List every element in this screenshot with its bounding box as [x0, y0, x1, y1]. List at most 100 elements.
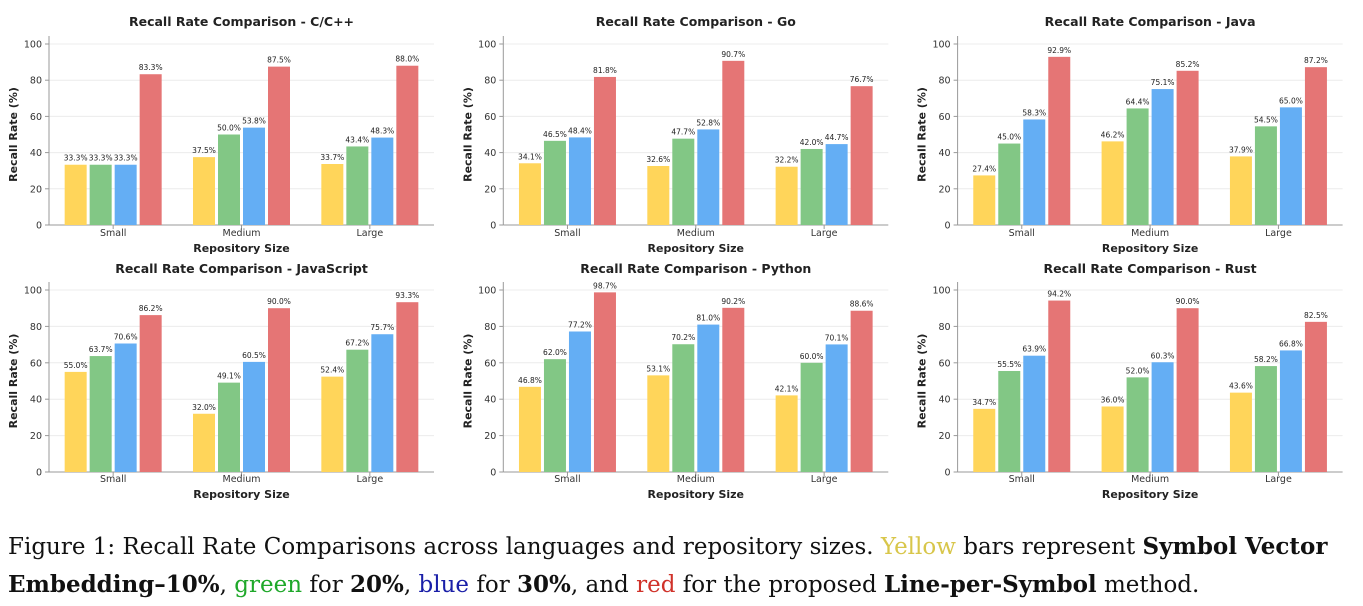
- y-tick-label: 40: [30, 395, 42, 406]
- data-label: 33.3%: [89, 154, 113, 163]
- x-axis-label: Repository Size: [1102, 488, 1198, 501]
- data-label: 90.0%: [1176, 297, 1200, 306]
- bar-green: [89, 356, 112, 472]
- bar-red: [139, 315, 162, 472]
- data-label: 48.3%: [370, 127, 394, 136]
- chart-panel: Recall Rate Comparison - Python 0 20 40 60 80…: [461, 261, 889, 501]
- data-label: 46.8%: [518, 376, 542, 385]
- bar-yellow: [973, 408, 996, 472]
- bar-blue: [243, 127, 265, 225]
- data-label: 90.2%: [721, 297, 745, 306]
- x-tick-label: Medium: [1131, 474, 1169, 485]
- chart-title: Recall Rate Comparison - C/C++: [129, 14, 354, 29]
- figure-caption: Figure 1: Recall Rate Comparisons across…: [8, 528, 1358, 604]
- x-tick-label: Medium: [1131, 228, 1169, 239]
- data-label: 33.7%: [320, 153, 344, 162]
- data-label: 46.5%: [543, 130, 567, 139]
- bar-red: [850, 86, 873, 225]
- y-tick-label: 40: [939, 148, 951, 159]
- bar-green: [1126, 108, 1149, 225]
- data-label: 52.4%: [320, 366, 344, 375]
- bar-red: [396, 302, 419, 472]
- x-axis-label: Repository Size: [193, 242, 289, 255]
- bar-blue: [371, 137, 394, 225]
- y-tick-label: 0: [945, 468, 951, 479]
- x-axis-label: Repository Size: [648, 242, 744, 255]
- bar-red: [722, 60, 745, 225]
- data-label: 88.0%: [395, 55, 419, 64]
- data-label: 53.1%: [646, 364, 670, 373]
- data-label: 67.2%: [345, 339, 369, 348]
- bar-red: [1304, 67, 1327, 225]
- bar-blue: [568, 331, 591, 472]
- caption-yellow-word: Yellow: [880, 534, 956, 560]
- bar-red: [268, 66, 290, 225]
- data-label: 37.9%: [1229, 145, 1253, 154]
- x-tick-label: Small: [100, 474, 126, 485]
- bar-yellow: [973, 175, 996, 225]
- chart-title: Recall Rate Comparison - Java: [1045, 14, 1256, 29]
- data-label: 90.0%: [267, 297, 291, 306]
- bar-blue: [697, 324, 720, 472]
- bar-blue: [568, 137, 591, 225]
- caption-text-5: for: [469, 572, 518, 598]
- bar-red: [1176, 70, 1199, 226]
- bar-yellow: [647, 375, 670, 472]
- bar-green: [672, 344, 695, 472]
- data-label: 90.7%: [721, 50, 745, 59]
- data-label: 58.3%: [1022, 108, 1046, 117]
- data-label: 60.0%: [800, 352, 824, 361]
- bar-yellow: [518, 163, 541, 225]
- bar-green: [800, 362, 823, 472]
- x-axis-label: Repository Size: [193, 488, 289, 501]
- caption-method-20: 20%: [350, 571, 404, 598]
- bar-yellow: [1101, 141, 1124, 225]
- y-axis-label: Recall Rate (%): [461, 87, 474, 182]
- data-label: 82.5%: [1304, 311, 1328, 320]
- bar-green: [998, 370, 1021, 472]
- y-tick-label: 0: [490, 221, 496, 232]
- chart-panel: Recall Rate Comparison - JavaScript 0 20 40…: [7, 261, 434, 501]
- bar-blue: [825, 344, 848, 472]
- y-tick-label: 40: [484, 148, 496, 159]
- data-label: 93.3%: [395, 291, 419, 300]
- y-tick-label: 60: [30, 112, 42, 123]
- data-label: 44.7%: [825, 133, 849, 142]
- bar-blue: [697, 129, 720, 225]
- y-tick-label: 80: [30, 322, 42, 333]
- data-label: 63.7%: [89, 345, 113, 354]
- data-label: 43.6%: [1229, 382, 1253, 391]
- bar-blue: [243, 361, 265, 472]
- y-axis-label: Recall Rate (%): [916, 334, 929, 429]
- bar-yellow: [518, 386, 541, 472]
- y-tick-label: 100: [932, 40, 950, 51]
- bar-yellow: [647, 165, 670, 225]
- y-tick-label: 60: [939, 112, 951, 123]
- chart-panel: Recall Rate Comparison - Go 0 20 40 60 80 100 R…: [461, 14, 889, 255]
- caption-blue-word: blue: [418, 572, 470, 598]
- y-tick-label: 60: [484, 112, 496, 123]
- y-tick-label: 80: [30, 76, 42, 87]
- bar-red: [139, 74, 162, 226]
- data-label: 70.2%: [671, 333, 695, 342]
- data-label: 77.2%: [568, 320, 592, 329]
- y-tick-label: 100: [478, 286, 496, 297]
- y-axis-label: Recall Rate (%): [7, 334, 20, 429]
- y-axis-label: Recall Rate (%): [916, 87, 929, 182]
- y-tick-label: 80: [484, 76, 496, 87]
- x-tick-label: Medium: [677, 474, 715, 485]
- bar-green: [218, 382, 240, 472]
- bar-red: [396, 65, 419, 225]
- y-tick-label: 20: [30, 184, 42, 195]
- y-tick-label: 60: [484, 358, 496, 369]
- data-label: 27.4%: [972, 164, 996, 173]
- data-label: 92.9%: [1047, 46, 1071, 55]
- caption-text-3: for: [302, 572, 351, 598]
- x-tick-label: Large: [1265, 474, 1292, 485]
- bar-blue: [825, 144, 848, 225]
- data-label: 55.5%: [997, 360, 1021, 369]
- y-tick-label: 0: [490, 468, 496, 479]
- data-label: 37.5%: [192, 146, 216, 155]
- data-label: 36.0%: [1101, 395, 1125, 404]
- y-tick-label: 80: [484, 322, 496, 333]
